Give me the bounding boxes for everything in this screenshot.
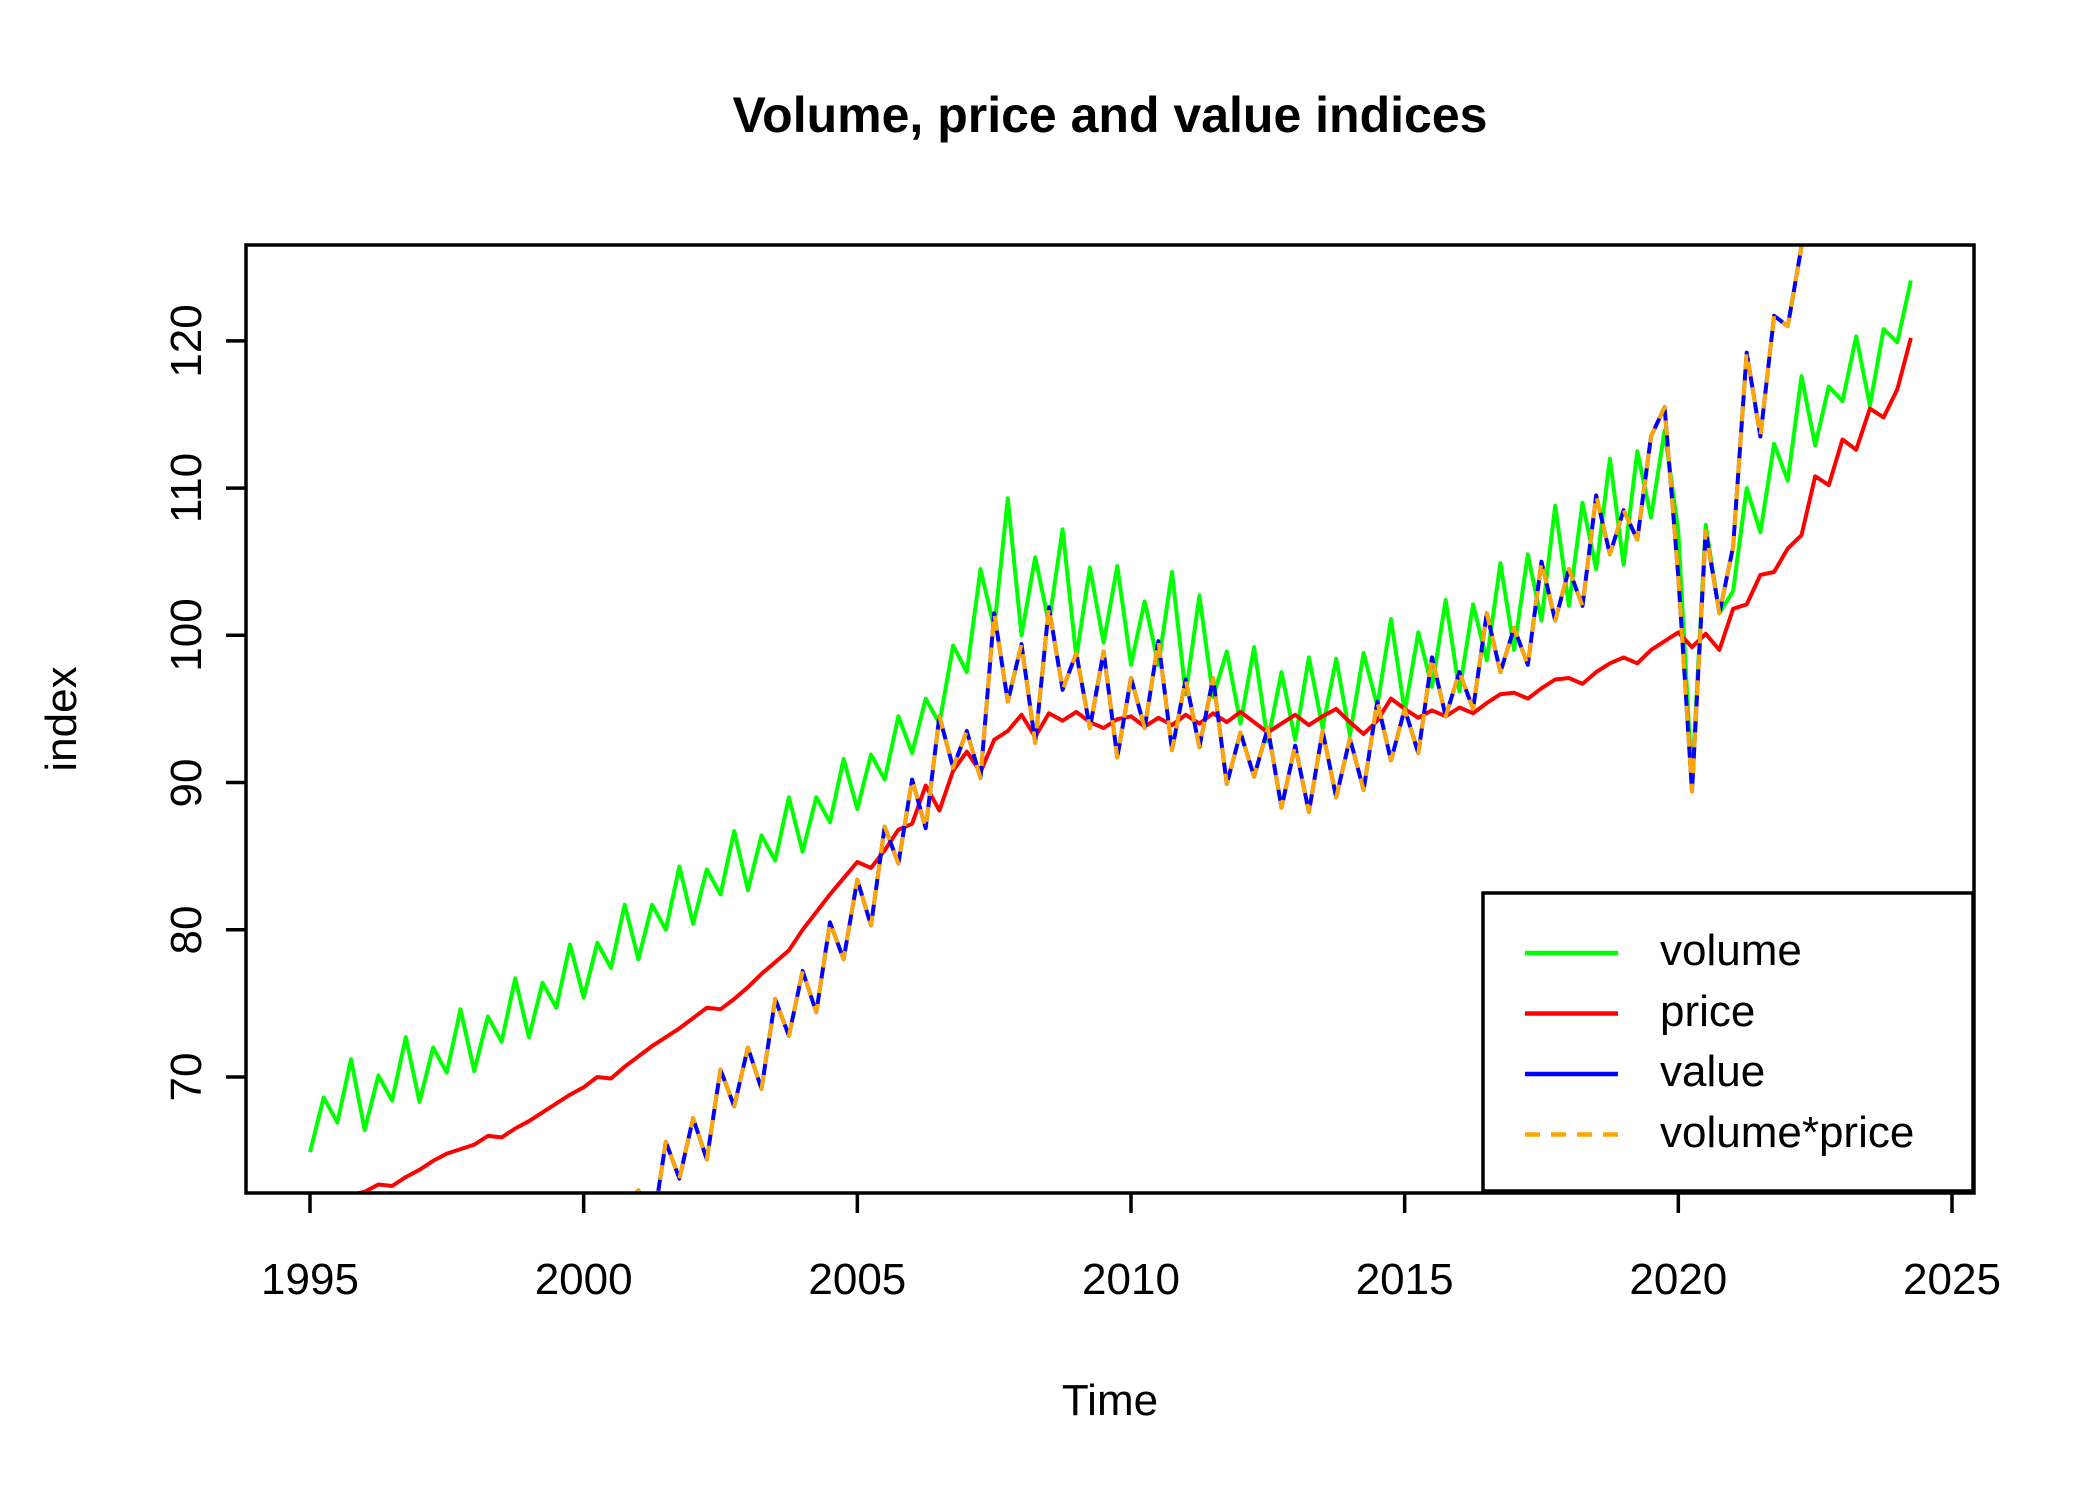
y-tick-label: 80 (162, 905, 211, 955)
legend-label-volume: volume (1660, 926, 1802, 975)
y-tick-label: 100 (162, 598, 211, 673)
x-tick-label: 2025 (1903, 1255, 2001, 1304)
chart-title: Volume, price and value indices (732, 87, 1488, 143)
x-tick-label: 2015 (1355, 1255, 1454, 1304)
y-tick-label: 90 (162, 758, 211, 808)
y-tick-label: 120 (162, 304, 211, 378)
legend-label-price: price (1660, 986, 1756, 1036)
plot-border (244, 243, 1976, 1195)
legend-label-volume-price: volume*price (1660, 1107, 1915, 1157)
x-tick-label: 2010 (1082, 1255, 1180, 1304)
y-axis-label: index (37, 666, 86, 772)
x-tick-label: 2005 (808, 1255, 907, 1304)
y-tick-label: 110 (162, 453, 211, 524)
series-line-volume-price (633, 245, 1804, 1193)
series-lines (308, 245, 1913, 1193)
series-line-price (350, 337, 1913, 1193)
x-tick-label: 1995 (261, 1255, 359, 1304)
x-axis-label: Time (1061, 1376, 1159, 1425)
y-tick-label: 70 (162, 1052, 211, 1102)
x-tick-label: 2000 (534, 1255, 633, 1304)
legend-box (1481, 891, 1975, 1193)
legend-label-value: value (1660, 1047, 1766, 1096)
x-tick-label: 2020 (1629, 1255, 1728, 1304)
